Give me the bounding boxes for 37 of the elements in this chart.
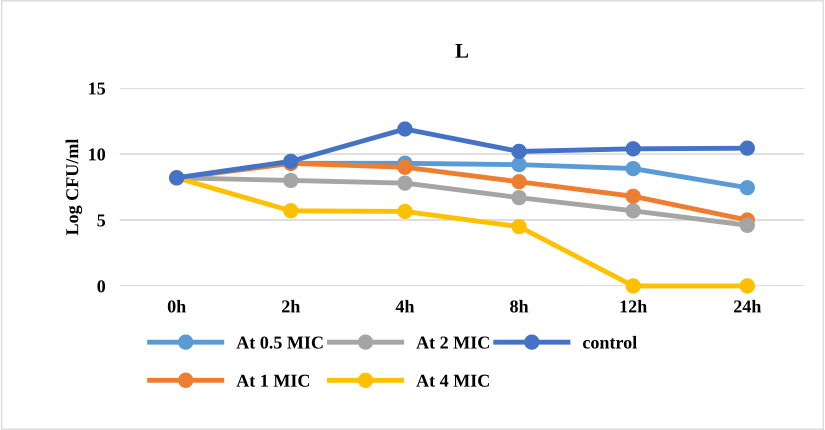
legend-label: At 0.5 MIC xyxy=(236,336,323,349)
point xyxy=(511,190,527,206)
legend-label: At 2 MIC xyxy=(416,336,489,349)
point xyxy=(740,278,755,294)
legend-label: At 1 MIC xyxy=(236,374,310,387)
point xyxy=(626,160,641,176)
x-tick-label: 2h xyxy=(282,300,300,312)
point xyxy=(283,203,298,218)
point xyxy=(740,180,755,196)
y-tick-label: 15 xyxy=(89,82,106,95)
legend-label: control xyxy=(582,336,637,349)
x-tick-label: 4h xyxy=(396,300,414,312)
point xyxy=(511,218,527,234)
point xyxy=(626,188,641,204)
point xyxy=(283,172,298,188)
x-tick-label: 12h xyxy=(620,300,647,312)
point xyxy=(511,174,527,190)
x-tick-label: 8h xyxy=(510,300,528,313)
y-tick-label: 0 xyxy=(97,280,106,292)
y-axis-title: Log CFU/ml xyxy=(66,138,82,236)
point xyxy=(626,278,641,294)
y-tick-label: 5 xyxy=(97,214,106,226)
point xyxy=(511,144,527,160)
point xyxy=(397,175,413,191)
y-tick-label: 10 xyxy=(89,148,106,161)
point xyxy=(397,160,413,175)
chart-title: L xyxy=(455,44,468,58)
point xyxy=(397,121,413,137)
point xyxy=(740,140,755,156)
x-tick-label: 24h xyxy=(734,300,762,312)
point xyxy=(740,218,755,233)
x-tick-label: 0h xyxy=(168,300,186,313)
legend-label: At 4 MIC xyxy=(416,374,489,387)
point xyxy=(626,141,641,156)
point xyxy=(626,203,641,218)
point xyxy=(397,204,413,220)
point xyxy=(511,156,527,172)
